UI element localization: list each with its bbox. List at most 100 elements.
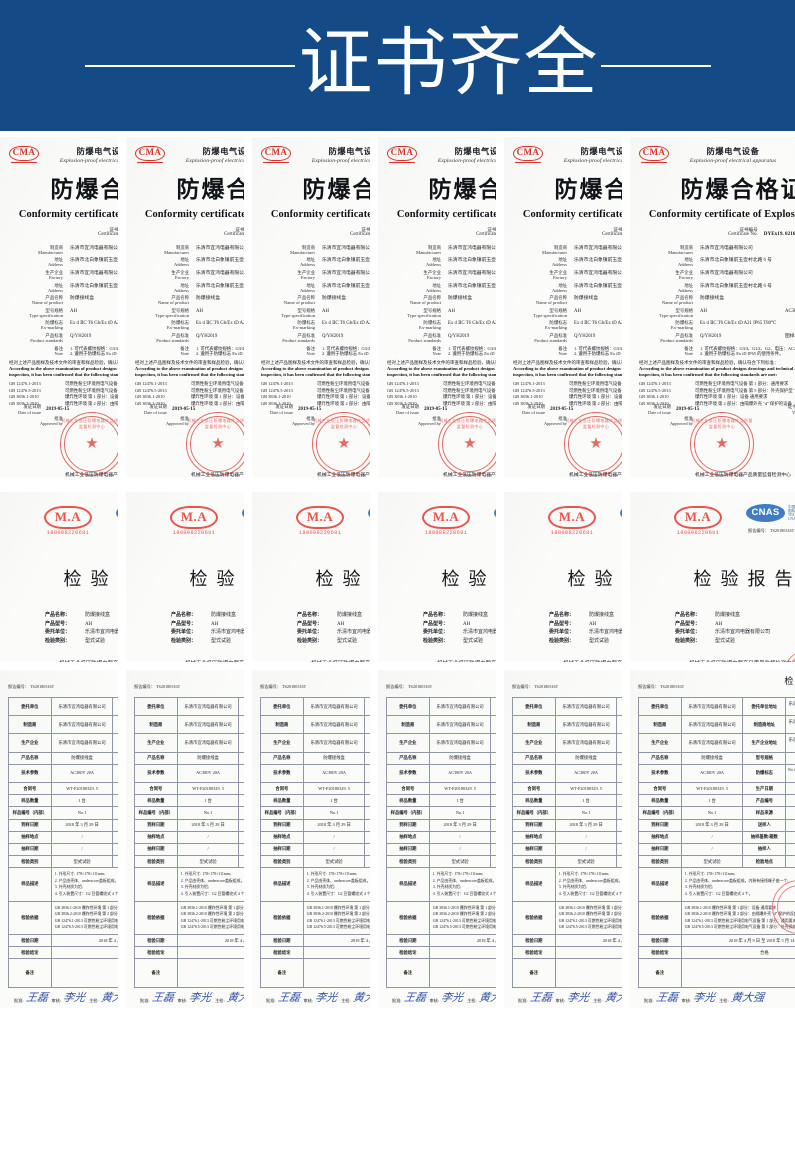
certificate-card-6[interactable]: CMA 防爆电气设备 Explosion-proof electrical ap… bbox=[630, 137, 795, 478]
table-cell-value-left: 型式试验 bbox=[302, 855, 366, 869]
report-cover-card-2[interactable]: M.A 180008220691 CNAS 中国认可国际互认TESTINGCNA… bbox=[126, 492, 244, 662]
report-cover-marks: M.A 180008220691 CNAS 中国认可国际互认TESTINGCNA… bbox=[630, 492, 795, 546]
certificate-field-value: 乐清市宜鸿电器有限公司 bbox=[70, 245, 118, 251]
certificate-field-label-en: Address bbox=[173, 287, 189, 293]
table-row: 制造商乐清市宜鸿电器有限公司制造商地址乐清市北白象镇前玉壶村北路 6 号 bbox=[386, 715, 496, 735]
table-row: 抽样日期/抽样人/ bbox=[8, 842, 118, 857]
report-table-card-3[interactable]: 报告编号： TS20180316T 检验报告 第 1 页 共 6 页 委托单位乐… bbox=[252, 670, 370, 1008]
cnas-logo-line: 国际互认 bbox=[788, 508, 795, 513]
certificate-fields: 制造商 Manufacturer 乐清市宜鸿电器有限公司 地址 Address 乐清市北白… bbox=[378, 245, 496, 357]
report-cover-card-4[interactable]: M.A 180008220691 CNAS 中国认可国际互认TESTINGCNA… bbox=[378, 492, 496, 662]
certificate-field-label-en: Ex-marking bbox=[419, 325, 441, 331]
certificate-card-2[interactable]: CMA 防爆电气设备 Explosion-proof electrical ap… bbox=[126, 137, 244, 478]
issue-date-label: 发证日期 Date of issue bbox=[522, 404, 545, 414]
table-cell-value-conclusion: 合格 bbox=[680, 946, 795, 960]
cover-field-row: 检验类别： 型式试验 bbox=[549, 638, 622, 647]
official-seal-text: 机械工业低压防爆电器产品质量监督检测中心 bbox=[187, 418, 244, 429]
certificate-field-label-cn: 产品标准 bbox=[423, 332, 441, 338]
sample-desc-line: 1. 外形尺寸: 178×178×111mm; bbox=[180, 872, 231, 877]
report-table-card-1[interactable]: 报告编号： TS20180316T 检验报告 第 1 页 共 6 页 委托单位乐… bbox=[0, 670, 118, 1008]
certificate-standard-code: GB 3836.2-2010 bbox=[135, 400, 165, 406]
table-cell-value-left: 乐清市宜鸿电器有限公司 bbox=[680, 696, 744, 717]
certificate-field-label-en: Type specification bbox=[659, 312, 693, 318]
certificate-field-label-cn: 型号规格 bbox=[423, 307, 441, 313]
certificate-field-row: 产品名称 Name of product 防爆接线盒 bbox=[135, 295, 244, 305]
seal-star-icon: ★ bbox=[211, 435, 225, 452]
report-cover-card-6[interactable]: M.A 180008220691 CNAS 中国认可国际互认TESTINGCNA… bbox=[630, 492, 795, 662]
certificate-standard-name: 爆炸性环境 第 1 部分：设备 通用要求 bbox=[695, 394, 768, 400]
report-table-card-6[interactable]: 报告编号： TS20180316T 检验报告 第 1 页 共 6 页 委托单位乐… bbox=[630, 670, 795, 1008]
certificate-standard-row: GB 12476.5-2013 可燃性粉尘环境用电气设备 第 5 部分：外壳保护型… bbox=[261, 388, 370, 394]
page-header-banner: 证书齐全 bbox=[0, 0, 795, 131]
certificate-notes: 备注1. 可代表螺纹规格：G3⁄4、G1⁄2、G2、电压：AC220V、Note… bbox=[513, 346, 622, 357]
table-cell-label-left: 合同号 bbox=[134, 781, 178, 796]
table-cell-label-right: 抽样基数/箱数 bbox=[742, 830, 787, 844]
table-cell-value-left: 1 台 bbox=[50, 794, 114, 808]
report-table-sheet: 报告编号： TS20180316T 检验报告 第 1 页 共 6 页 委托单位乐… bbox=[378, 670, 496, 1008]
report-table-card-5[interactable]: 报告编号： TS20180316T 检验报告 第 1 页 共 6 页 委托单位乐… bbox=[504, 670, 622, 1008]
certificate-header: CMA 防爆电气设备 Explosion-proof electrical ap… bbox=[252, 137, 370, 169]
certificate-field-value: 乐清市北白象镇前玉壶村北路 6 号 bbox=[196, 258, 244, 264]
certificate-standard-row: GB 3836.2-2010 爆炸性环境 第 2 部分：由隔爆外壳 "d" 保护的… bbox=[639, 401, 795, 407]
certificate-standard-row: GB 3836.2-2010 爆炸性环境 第 2 部分：由隔爆外壳 "d" 保护的… bbox=[513, 401, 622, 407]
report-table-header: 报告编号： TS20180316T 检验报告 第 1 页 共 6 页 bbox=[386, 676, 496, 694]
report-table-sheet: 报告编号： TS20180316T 检验报告 第 1 页 共 6 页 委托单位乐… bbox=[252, 670, 370, 1008]
report-table-card-4[interactable]: 报告编号： TS20180316T 检验报告 第 1 页 共 6 页 委托单位乐… bbox=[378, 670, 496, 1008]
report-cover-card-3[interactable]: M.A 180008220691 CNAS 中国认可国际互认TESTINGCNA… bbox=[252, 492, 370, 662]
report-cover-sheet: M.A 180008220691 CNAS 中国认可国际互认TESTINGCNA… bbox=[504, 492, 622, 662]
certificate-card-5[interactable]: CMA 防爆电气设备 Explosion-proof electrical ap… bbox=[504, 137, 622, 478]
table-cell-label-left: 抽样地点 bbox=[134, 830, 178, 844]
certificate-approval: 批准 Approved by 机械工业低压防爆电器产品质量监督检测中心 ★ 发证… bbox=[126, 404, 244, 476]
table-cell-value-right: 乐清市北白象镇前玉壶村北路 6 号 bbox=[785, 733, 795, 753]
certificate-fields: 制造商 Manufacturer 乐清市宜鸿电器有限公司 地址 Address 乐清市北白… bbox=[126, 245, 244, 357]
basis-line: GB 12476.1-2013 可燃性粉尘环境用电气设备 第 1 部分：通用要求 bbox=[684, 918, 795, 923]
basis-line: GB 3836.2-2010 爆炸性环境 第 2 部分：由隔爆外壳 "d" 保护… bbox=[558, 912, 622, 917]
table-row: 制造商乐清市宜鸿电器有限公司制造商地址乐清市北白象镇前玉壶村北路 6 号 bbox=[512, 715, 622, 735]
certificate-card-4[interactable]: CMA 防爆电气设备 Explosion-proof electrical ap… bbox=[378, 137, 496, 478]
table-cell-value-left: 1 台 bbox=[554, 794, 618, 808]
report-cover-card-5[interactable]: M.A 180008220691 CNAS 中国认可国际互认TESTINGCNA… bbox=[504, 492, 622, 662]
table-row: 抽样日期/抽样人/ bbox=[134, 842, 244, 857]
certificate-note-label: Note bbox=[432, 350, 441, 356]
certificate-approval: 批准 Approved by 机械工业低压防爆电器产品质量监督检测中心 ★ 发证… bbox=[630, 404, 795, 476]
signature-label: 批准: bbox=[14, 997, 24, 1003]
certificate-field-label: 制造商 Manufacturer bbox=[261, 245, 322, 255]
cover-field-value: 乐清市宜鸿电器有限公司 bbox=[337, 630, 370, 636]
certificate-field-label-cn: 地址 bbox=[180, 282, 189, 288]
table-cell-label-right: 防爆标志 bbox=[238, 763, 244, 783]
certificate-field-label: 制造商 Manufacturer bbox=[387, 245, 448, 255]
certificate-field-label: 型号规格 Type specification bbox=[9, 308, 70, 318]
table-cell-value-sample-desc: 1. 外形尺寸: 178×178×111mm; 2. 产品由壳体、undersco… bbox=[50, 867, 118, 902]
signature-block: 审核: 李光 bbox=[52, 992, 87, 1004]
table-cell-value-left: WT-F20180329. 5 bbox=[50, 781, 114, 796]
table-cell-value-left: 2018 年 3 月 29 日 bbox=[554, 818, 618, 832]
certificate-header: CMA 防爆电气设备 Explosion-proof electrical ap… bbox=[0, 137, 118, 169]
certificate-note-row: Note 2. 遵用于防爆标志 Ex tD IP65 的使用条件。 bbox=[513, 351, 622, 356]
cover-report-number-label: 报告编号： bbox=[748, 528, 769, 533]
report-table-title: 检验报告 bbox=[784, 677, 795, 687]
issue-date-block: 发证日期 Date of issue 2019-05-15 bbox=[396, 404, 447, 414]
table-cell-label-right: 防爆标志 bbox=[112, 763, 118, 783]
signature-label: 审核: bbox=[555, 997, 566, 1003]
certificate-standard-name: 可燃性粉尘环境用电气设备 第 5 部分：外壳保护型 "tD" bbox=[317, 387, 370, 393]
certificate-card-1[interactable]: CMA 防爆电气设备 Explosion-proof electrical ap… bbox=[0, 137, 118, 478]
certificate-field-label-cn: 产品名称 bbox=[171, 295, 189, 301]
official-seal-icon: 机械工业低压防爆电器产品质量监督检测中心 ★ bbox=[312, 412, 370, 476]
cover-field-row: 产品型号： AH bbox=[171, 621, 244, 630]
table-cell-label-left: 抽样地点 bbox=[8, 830, 52, 844]
report-cover-card-1[interactable]: M.A 180008220691 CNAS 中国认可国际互认TESTINGCNA… bbox=[0, 492, 118, 662]
approved-by-label-cn: 批准 bbox=[306, 416, 315, 421]
certificate-card-3[interactable]: CMA 防爆电气设备 Explosion-proof electrical ap… bbox=[252, 137, 370, 478]
certificate-note-text: 1. 可代表螺纹规格：G3⁄4、G1⁄2、G2、电压：AC220V、 bbox=[448, 345, 496, 351]
table-cell-value-left: 乐清市宜鸿电器有限公司 bbox=[176, 715, 240, 735]
issue-date-label-en: Date of issue bbox=[270, 409, 293, 415]
cover-field-value: 防爆接线盒 bbox=[463, 613, 489, 618]
report-table-card-2[interactable]: 报告编号： TS20180316T 检验报告 第 1 页 共 6 页 委托单位乐… bbox=[126, 670, 244, 1008]
certificate-statement: 经对上述产品图样及技术文件的审查和样品检验，确认符合下列标准： Accordin… bbox=[252, 360, 370, 378]
certificate-number-label: 证书编号 Certificate No. bbox=[98, 227, 118, 238]
